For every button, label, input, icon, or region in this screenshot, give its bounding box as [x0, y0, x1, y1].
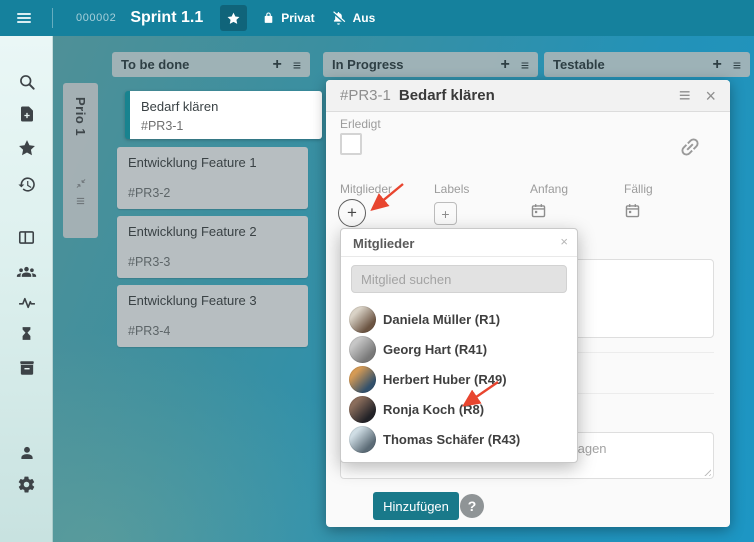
add-card-icon[interactable]: + — [712, 55, 722, 73]
help-icon[interactable]: ? — [460, 494, 484, 518]
archive-icon[interactable] — [0, 355, 53, 381]
member-name: Thomas Schäfer (R43) — [383, 432, 521, 447]
member-row[interactable]: Herbert Huber (R49) — [341, 365, 577, 395]
card-title: Entwicklung Feature 2 — [128, 224, 257, 239]
column-menu-icon[interactable]: ≡ — [732, 56, 741, 73]
avatar — [349, 366, 376, 393]
labels-label: Labels — [434, 182, 470, 196]
bell-off-icon — [331, 11, 345, 25]
done-label: Erledigt — [340, 117, 381, 131]
add-card-icon[interactable]: + — [272, 55, 282, 73]
card-title: Bedarf klären — [141, 99, 219, 114]
resize-handle[interactable] — [702, 467, 711, 476]
start-date-calendar-icon[interactable] — [530, 202, 547, 224]
topbar-divider — [52, 8, 53, 28]
column-title: Testable — [553, 57, 605, 72]
add-label-button[interactable]: + — [434, 202, 457, 225]
modal-header: #PR3-1 Bedarf klären ≡ × — [326, 80, 730, 112]
member-row[interactable]: Thomas Schäfer (R43) — [341, 425, 577, 455]
lock-icon — [264, 12, 273, 23]
board-columns-icon[interactable] — [0, 224, 53, 250]
member-row[interactable]: Georg Hart (R41) — [341, 335, 577, 365]
favorite-star-button[interactable] — [220, 5, 248, 31]
card-menu-icon[interactable]: ≡ — [678, 84, 691, 107]
notifications-toggle[interactable]: Aus — [330, 10, 376, 26]
sidebar — [0, 36, 53, 542]
column-menu-icon[interactable]: ≡ — [292, 56, 301, 73]
board-id: 000002 — [76, 12, 117, 24]
members-label: Mitglieder — [340, 182, 393, 196]
popup-title: Mitglieder — [353, 236, 415, 251]
avatar — [349, 336, 376, 363]
due-label: Fällig — [624, 182, 653, 196]
done-checkbox[interactable] — [340, 133, 362, 155]
card-title: Bedarf klären — [398, 87, 495, 104]
close-icon[interactable]: × — [560, 234, 568, 249]
swimlane-label: Prio 1 — [73, 97, 88, 137]
settings-gear-icon[interactable] — [0, 471, 53, 497]
popup-header: Mitglieder × — [341, 229, 577, 257]
close-icon[interactable]: × — [705, 85, 716, 106]
card-ref: #PR3-4 — [128, 324, 171, 338]
add-member-button[interactable]: + — [338, 199, 366, 227]
card-title: Entwicklung Feature 3 — [128, 293, 257, 308]
member-row[interactable]: Daniela Müller (R1) — [341, 305, 577, 335]
search-icon[interactable] — [0, 69, 53, 95]
column-header-in-progress: In Progress + ≡ — [323, 52, 538, 77]
column-header-testable: Testable + ≡ — [544, 52, 750, 77]
avatar — [349, 396, 376, 423]
history-icon[interactable] — [0, 171, 53, 197]
avatar — [349, 306, 376, 333]
member-name: Daniela Müller (R1) — [383, 312, 501, 327]
member-row[interactable]: Ronja Koch (R8) — [341, 395, 577, 425]
member-name: Herbert Huber (R49) — [383, 372, 507, 387]
swimlane-menu-icon[interactable]: ≡ — [76, 193, 85, 210]
link-icon[interactable] — [678, 135, 702, 164]
card-ref: #PR3-1 — [340, 87, 391, 104]
favorites-star-icon[interactable] — [0, 135, 53, 161]
add-card-icon[interactable]: + — [500, 55, 510, 73]
card[interactable]: Entwicklung Feature 1 #PR3-2 — [117, 147, 308, 209]
notifications-label: Aus — [352, 11, 376, 25]
board-title: Sprint 1.1 — [130, 9, 204, 26]
card-title: Entwicklung Feature 1 — [128, 155, 257, 170]
card[interactable]: Entwicklung Feature 3 #PR3-4 — [117, 285, 308, 347]
member-name: Ronja Koch (R8) — [383, 402, 485, 417]
start-label: Anfang — [530, 182, 569, 196]
privacy-label: Privat — [281, 11, 315, 25]
column-title: In Progress — [332, 57, 404, 72]
card-ref: #PR3-1 — [141, 119, 184, 133]
card-ref: #PR3-2 — [128, 186, 171, 200]
card[interactable]: Entwicklung Feature 2 #PR3-3 — [117, 216, 308, 278]
swimlane-tab-prio1[interactable]: Prio 1 ≡ — [63, 83, 98, 238]
avatar — [349, 426, 376, 453]
column-header-to-be-done: To be done + ≡ — [112, 52, 310, 77]
user-icon[interactable] — [0, 440, 53, 466]
collapse-swimlane-icon[interactable] — [74, 177, 87, 195]
card-ref: #PR3-3 — [128, 255, 171, 269]
hamburger-menu-icon[interactable] — [17, 13, 31, 23]
hourglass-icon[interactable] — [0, 320, 53, 346]
member-search-input[interactable] — [351, 265, 567, 293]
activity-icon[interactable] — [0, 290, 53, 316]
card-selected[interactable]: Bedarf klären #PR3-1 — [125, 91, 322, 139]
members-popup: Mitglieder × Daniela Müller (R1) Georg H… — [340, 228, 578, 463]
member-name: Georg Hart (R41) — [383, 342, 488, 357]
team-icon[interactable] — [0, 259, 53, 285]
due-date-calendar-icon[interactable] — [624, 202, 641, 224]
top-bar: 000002 Sprint 1.1 Privat Aus — [0, 0, 754, 36]
add-comment-button[interactable]: Hinzufügen — [373, 492, 459, 520]
star-icon — [227, 12, 240, 24]
privacy-toggle[interactable]: Privat — [262, 11, 315, 25]
column-menu-icon[interactable]: ≡ — [520, 56, 529, 73]
add-document-icon[interactable] — [0, 101, 53, 127]
column-title: To be done — [121, 57, 190, 72]
